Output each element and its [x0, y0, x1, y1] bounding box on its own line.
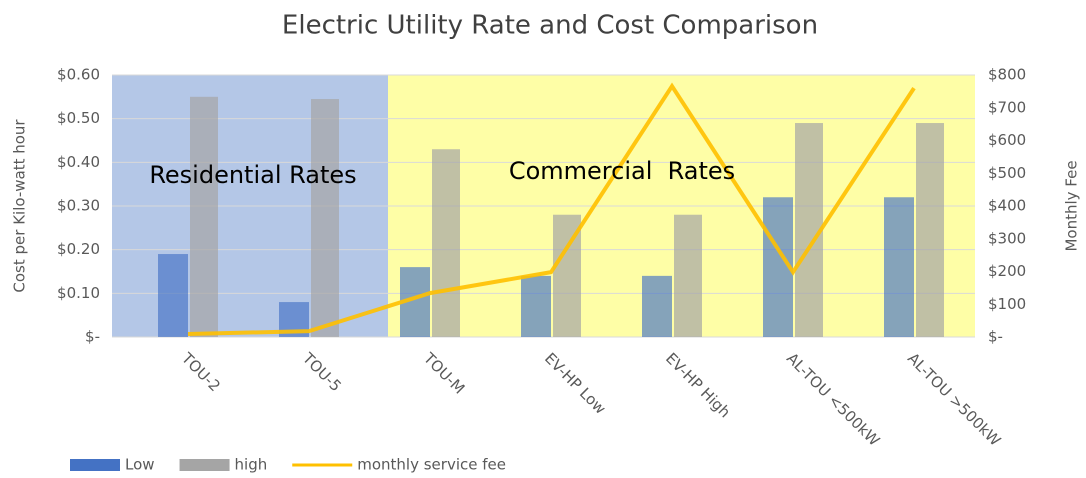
bar — [916, 123, 944, 338]
chart-title: Electric Utility Rate and Cost Compariso… — [282, 11, 818, 41]
annotation: Residential Rates — [149, 161, 356, 189]
x-tick-label: TOU-5 — [298, 349, 345, 396]
bar — [311, 99, 339, 338]
y-tick-label: $- — [85, 328, 100, 346]
legend-label: high — [235, 456, 268, 474]
y2-axis-title: Monthly Fee — [1063, 160, 1081, 251]
legend-label: monthly service fee — [357, 456, 506, 474]
y2-tick-label: $800 — [988, 66, 1026, 84]
legend-swatch — [179, 459, 230, 471]
y-tick-label: $0.60 — [57, 66, 100, 84]
x-tick-label: AL-TOU >500kW — [904, 349, 1004, 449]
y2-tick-label: $600 — [988, 131, 1026, 149]
x-tick-label: TOU-2 — [177, 349, 224, 396]
legend-label: Low — [125, 456, 155, 474]
y2-tick-label: $200 — [988, 262, 1026, 280]
y-tick-label: $0.50 — [57, 109, 100, 127]
bar — [158, 254, 188, 337]
line-series — [187, 82, 916, 337]
x-tick-label: EV-HP High — [662, 349, 734, 421]
y2-tick-label: $700 — [988, 98, 1026, 116]
bar — [642, 275, 672, 337]
y2-tick-label: $500 — [988, 164, 1026, 182]
y2-tick-label: $300 — [988, 229, 1026, 247]
annotation: Commercial Rates — [509, 157, 735, 185]
bar — [521, 275, 551, 337]
x-tick-label: AL-TOU <500kW — [783, 349, 883, 449]
y2-tick-label: $- — [988, 328, 1003, 346]
bar — [190, 96, 218, 337]
x-tick-label: TOU-M — [419, 349, 468, 398]
y-axis-title: Cost per Kilo-watt hour — [11, 119, 29, 293]
bar — [884, 197, 914, 337]
x-tick-label: EV-HP Low — [541, 349, 610, 418]
y-tick-label: $0.20 — [57, 240, 100, 258]
y-tick-label: $0.40 — [57, 153, 100, 171]
legend-swatch — [70, 459, 120, 471]
y2-tick-label: $100 — [988, 295, 1026, 313]
y-tick-label: $0.30 — [57, 197, 100, 215]
y-tick-label: $0.10 — [57, 284, 100, 302]
bar — [432, 149, 460, 337]
y2-tick-label: $400 — [988, 197, 1026, 215]
bar — [674, 214, 702, 337]
